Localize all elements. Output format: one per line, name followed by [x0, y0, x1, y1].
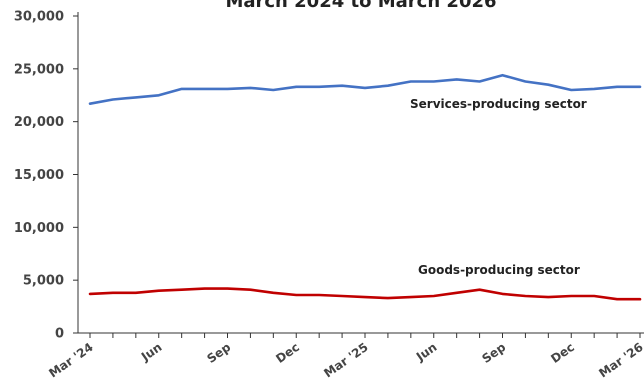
- x-tick-label: Dec: [548, 340, 577, 366]
- x-axis: Mar '24 Jun Sep Dec Mar '25 Jun Sep Dec Mar '26: [46, 332, 644, 380]
- series-line-1: [88, 287, 642, 301]
- y-tick-label: 30,000: [14, 10, 64, 25]
- series-label-0: Services-producing sector: [410, 97, 587, 111]
- chart-title: March 2024 to March 2026: [225, 0, 496, 12]
- y-tick-label: 5,000: [23, 274, 64, 289]
- y-tick-label: 0: [55, 327, 64, 342]
- y-axis: 0 5,000 10,000 15,000 20,000 25,000 30,000: [14, 10, 79, 342]
- x-tick-label: Jun: [138, 340, 165, 364]
- series-line-0: [88, 73, 642, 105]
- x-tick-label: Sep: [479, 340, 508, 366]
- y-tick-label: 10,000: [14, 221, 64, 236]
- y-tick-label: 20,000: [14, 115, 64, 130]
- x-tick-label: Jun: [413, 340, 440, 364]
- x-tick-label: Mar '25: [321, 340, 370, 380]
- series-label-1: Goods-producing sector: [418, 263, 580, 277]
- x-tick-label: Mar '24: [46, 340, 95, 380]
- series-lines: [88, 73, 642, 301]
- series-labels: Services-producing sector Goods-producing…: [410, 97, 587, 277]
- y-tick-label: 25,000: [14, 62, 64, 77]
- y-tick-label: 15,000: [14, 168, 64, 183]
- x-tick-label: Mar '26: [596, 340, 644, 380]
- x-tick-label: Sep: [204, 340, 233, 366]
- x-tick-label: Dec: [273, 340, 302, 366]
